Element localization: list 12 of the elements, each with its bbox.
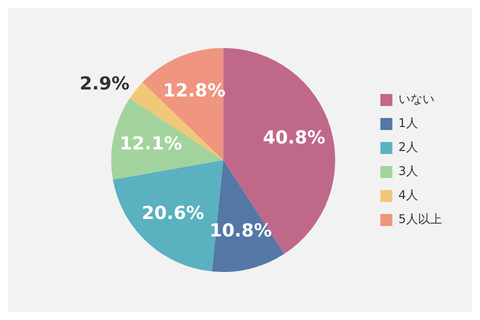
legend-label: 4人 — [398, 188, 418, 202]
data-label: 12.8% — [163, 80, 226, 102]
data-label: 2.9% — [80, 74, 130, 95]
legend-label: 2人 — [398, 140, 418, 154]
data-label: 10.8% — [209, 220, 272, 242]
data-label: 12.1% — [120, 134, 182, 155]
data-label: 20.6% — [142, 202, 204, 224]
legend-label: 3人 — [398, 164, 418, 178]
legend-label: 5人以上 — [398, 212, 442, 226]
legend-label: いない — [398, 92, 434, 106]
data-label: 40.8% — [262, 128, 326, 149]
legend-label: 1人 — [398, 116, 418, 130]
